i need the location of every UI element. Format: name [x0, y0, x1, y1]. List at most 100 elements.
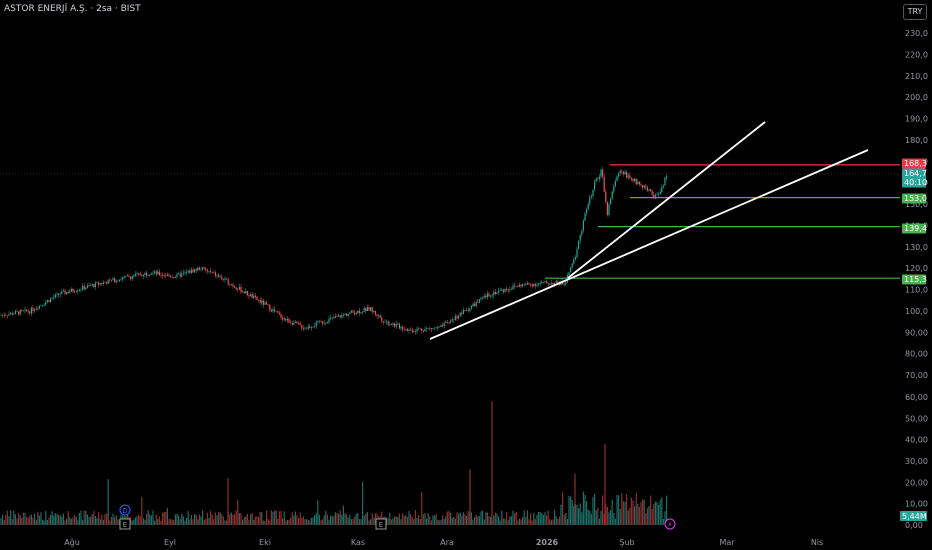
candle-body	[418, 328, 420, 330]
price-tag-bg	[902, 158, 926, 169]
volume-bar	[554, 510, 556, 525]
candle-body	[661, 186, 663, 192]
volume-bar	[371, 513, 373, 525]
candle-body	[291, 323, 293, 325]
volume-bar	[178, 515, 180, 525]
candle-body	[66, 292, 68, 294]
volume-bar	[446, 511, 448, 525]
candle-body	[181, 273, 183, 277]
candle-body	[328, 318, 330, 323]
candle-body	[349, 312, 351, 314]
candle-body	[544, 281, 546, 282]
candle-body	[605, 191, 607, 202]
volume-bar	[344, 513, 346, 525]
price-tag: 139,4	[902, 223, 927, 234]
candle-body	[525, 284, 527, 285]
candle-body	[485, 296, 487, 298]
candle-body	[336, 316, 338, 317]
candle-body	[256, 296, 258, 300]
candle-body	[443, 322, 445, 327]
candle-body	[368, 307, 370, 311]
volume-bar	[32, 517, 34, 525]
candle-body	[549, 284, 551, 285]
volume-bar	[437, 520, 439, 525]
candle-body	[93, 284, 95, 288]
volume-bar	[504, 518, 506, 525]
currency-button[interactable]: TRY	[903, 4, 927, 20]
candle-body	[326, 322, 328, 324]
candle-body	[454, 316, 456, 321]
volume-bar	[365, 513, 367, 525]
candle-body	[539, 283, 541, 284]
volume-bar	[301, 517, 303, 525]
candle-body	[98, 282, 100, 285]
candle-body	[235, 287, 237, 290]
volume-bar	[666, 495, 668, 525]
candle-body	[331, 317, 333, 318]
candle-body	[590, 196, 592, 198]
volume-bar	[330, 515, 332, 525]
candle-body	[434, 327, 436, 329]
volume-bar	[302, 516, 304, 525]
volume-bar	[160, 520, 162, 525]
volume-bar	[266, 510, 268, 525]
candle-body	[264, 302, 266, 305]
candle-body	[507, 290, 509, 291]
price-tick: 220,0	[905, 50, 928, 59]
candle-body	[322, 321, 324, 324]
candle-body	[251, 294, 253, 298]
candle-body	[640, 184, 642, 186]
candle-body	[53, 297, 55, 299]
candle-body	[19, 310, 21, 315]
candle-body	[648, 189, 650, 191]
candle-body	[147, 275, 149, 276]
candle-body	[451, 319, 453, 321]
event-marker-label: D	[122, 507, 127, 515]
volume-bar	[182, 516, 184, 525]
volume-bar	[240, 513, 242, 525]
candle-body	[389, 324, 391, 325]
candle-body	[469, 308, 471, 311]
volume-bar	[42, 519, 44, 525]
candle-body	[162, 275, 164, 276]
candle-body	[0, 315, 2, 316]
candle-body	[238, 286, 240, 290]
candle-body	[194, 269, 196, 273]
volume-bar	[206, 512, 208, 525]
volume-bar	[403, 515, 405, 525]
volume-bar	[162, 512, 164, 525]
event-marker-label: E	[123, 521, 127, 529]
volume-bar	[517, 520, 519, 525]
candle-body	[317, 321, 319, 323]
volume-bar	[309, 520, 311, 525]
candle-body	[275, 311, 277, 312]
candle-body	[6, 315, 8, 317]
candle-body	[654, 194, 656, 199]
candle-body	[130, 277, 132, 279]
candle-body	[650, 189, 652, 192]
candle-body	[542, 281, 544, 283]
volume-bar	[389, 512, 391, 525]
candle-body	[125, 275, 127, 277]
volume-bar	[421, 492, 423, 525]
volume-bar	[173, 519, 175, 525]
candle-body	[280, 314, 282, 318]
volume-bar	[323, 515, 325, 525]
volume-bar	[621, 493, 623, 525]
candle-body	[502, 289, 504, 292]
candle-body	[498, 290, 500, 293]
volume-bar	[62, 513, 64, 525]
volume-bar	[442, 515, 444, 525]
candle-body	[35, 308, 37, 310]
volume-tick: 20,00	[905, 478, 928, 487]
volume-bar	[334, 512, 336, 525]
candle-body	[646, 186, 648, 191]
volume-tick: 50,00	[905, 414, 928, 423]
candle-body	[307, 326, 309, 329]
candle-body	[629, 175, 631, 179]
candle-body	[219, 276, 221, 278]
volume-bar	[339, 510, 341, 525]
candle-body	[461, 312, 463, 314]
candle-body	[154, 271, 156, 273]
